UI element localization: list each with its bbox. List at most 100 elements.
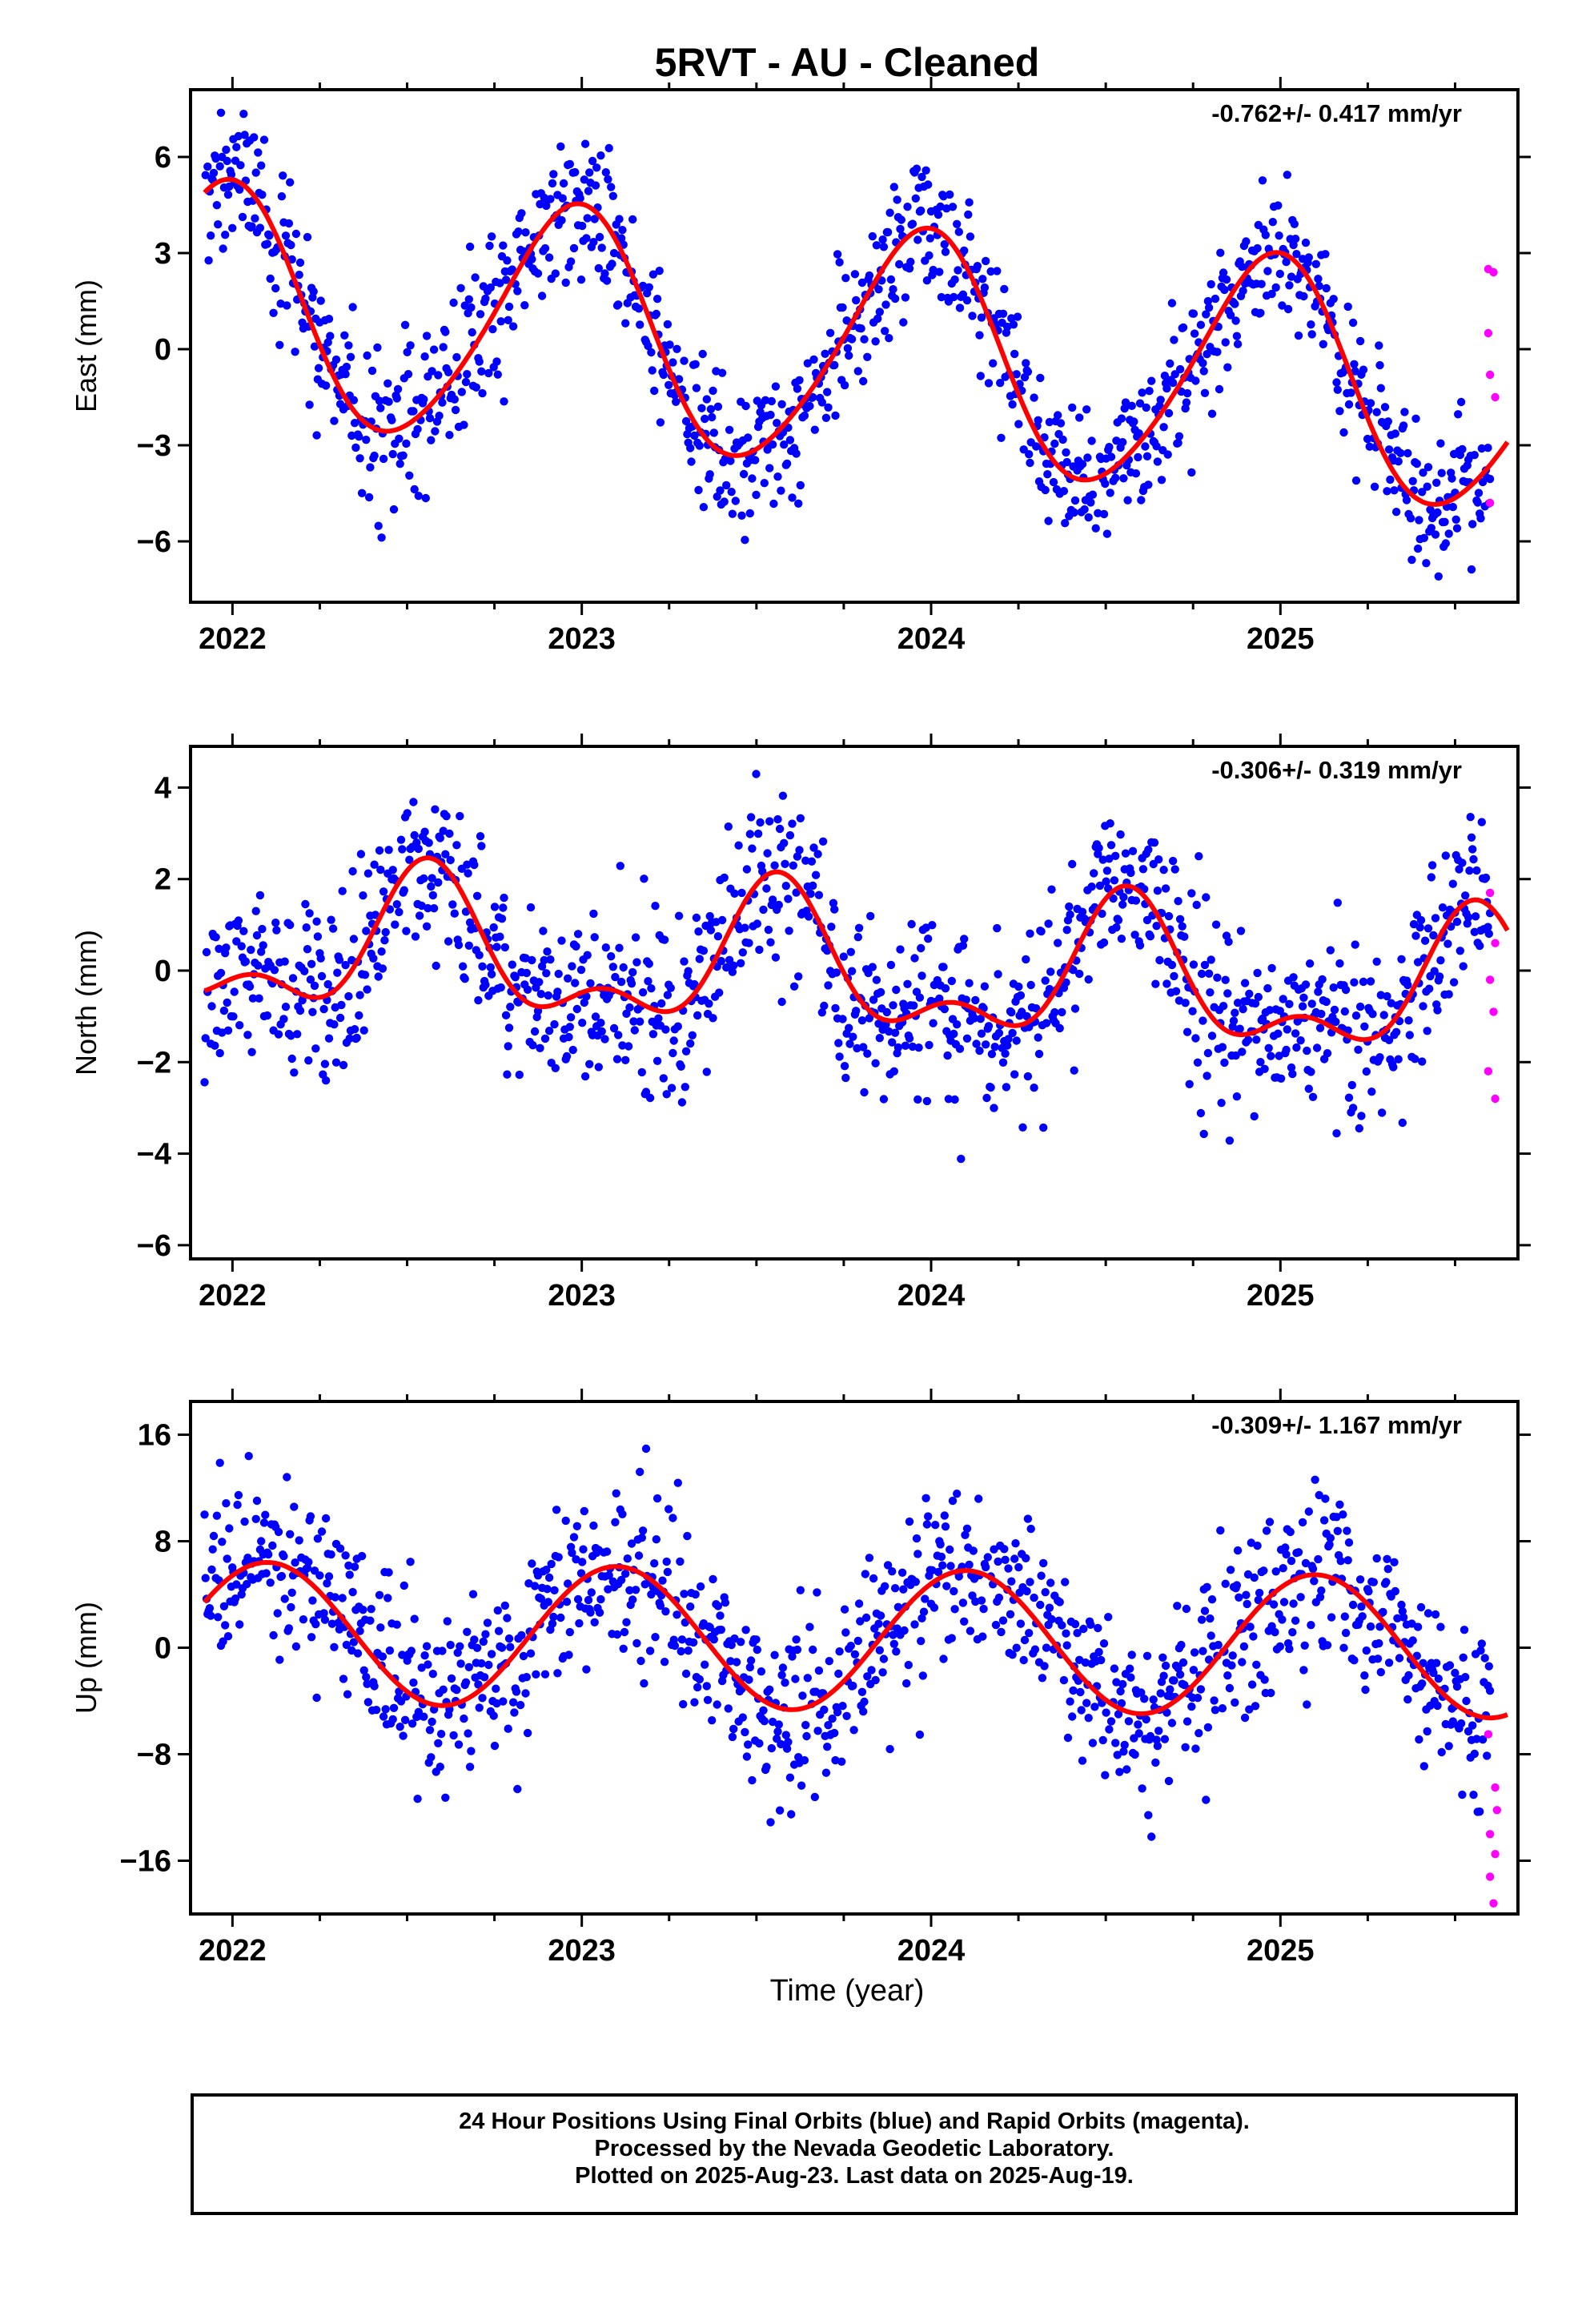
final-point bbox=[582, 1665, 591, 1674]
final-point bbox=[1118, 438, 1127, 447]
final-point bbox=[854, 923, 864, 933]
final-point bbox=[355, 1626, 364, 1635]
final-point bbox=[1022, 359, 1030, 368]
final-point bbox=[486, 963, 495, 972]
final-point bbox=[403, 809, 412, 818]
final-point bbox=[468, 1590, 478, 1598]
final-point bbox=[879, 243, 889, 251]
final-point bbox=[912, 1534, 921, 1543]
final-point bbox=[579, 1545, 588, 1554]
final-point bbox=[762, 1763, 771, 1771]
final-point bbox=[941, 984, 950, 993]
final-point bbox=[1335, 407, 1344, 416]
final-point bbox=[553, 987, 562, 996]
final-point bbox=[781, 1679, 789, 1687]
y-axis-label: East (mm) bbox=[70, 279, 102, 412]
final-point bbox=[616, 234, 626, 243]
final-point bbox=[1106, 818, 1114, 828]
final-point bbox=[1007, 1577, 1016, 1586]
final-point bbox=[1003, 1041, 1012, 1050]
final-point bbox=[594, 1063, 603, 1072]
final-point bbox=[1452, 917, 1462, 927]
final-point bbox=[1160, 372, 1170, 380]
final-point bbox=[1034, 416, 1042, 424]
final-point bbox=[978, 1632, 987, 1641]
final-point bbox=[476, 310, 485, 319]
final-point bbox=[852, 1007, 861, 1015]
final-point bbox=[257, 1537, 266, 1546]
final-point bbox=[1485, 474, 1495, 484]
final-point bbox=[1415, 923, 1424, 932]
final-point bbox=[441, 328, 450, 336]
final-point bbox=[785, 927, 793, 935]
final-point bbox=[1223, 363, 1232, 372]
final-point bbox=[425, 414, 435, 423]
final-point bbox=[595, 232, 604, 242]
final-point bbox=[349, 396, 359, 404]
final-point bbox=[1065, 902, 1074, 911]
final-point bbox=[705, 470, 714, 479]
final-point bbox=[1022, 955, 1030, 964]
final-point bbox=[857, 1687, 867, 1696]
final-point bbox=[1117, 1699, 1126, 1708]
final-point bbox=[1441, 851, 1451, 860]
final-point bbox=[634, 304, 644, 313]
final-point bbox=[463, 370, 472, 379]
final-point bbox=[1207, 1031, 1217, 1040]
final-point bbox=[551, 269, 560, 278]
final-point bbox=[400, 1715, 410, 1724]
final-point bbox=[1455, 865, 1464, 874]
final-point bbox=[871, 1675, 880, 1685]
final-point bbox=[1097, 1655, 1106, 1665]
final-point bbox=[1304, 1507, 1314, 1516]
final-point bbox=[869, 1574, 878, 1583]
final-point bbox=[835, 258, 844, 267]
final-point bbox=[746, 1656, 756, 1665]
final-point bbox=[1110, 1664, 1119, 1673]
final-point bbox=[868, 963, 877, 971]
final-point bbox=[209, 168, 219, 178]
final-point bbox=[564, 1579, 572, 1588]
final-point bbox=[618, 1510, 627, 1519]
final-point bbox=[321, 381, 331, 390]
final-point bbox=[546, 195, 555, 203]
final-point bbox=[800, 1755, 809, 1765]
rapid-point bbox=[1489, 1899, 1498, 1908]
final-point bbox=[1423, 463, 1433, 472]
final-point bbox=[1375, 1622, 1384, 1631]
final-point bbox=[235, 1021, 244, 1030]
final-point bbox=[713, 1700, 721, 1709]
final-point bbox=[1307, 1621, 1315, 1630]
final-point bbox=[798, 1691, 807, 1700]
final-point bbox=[757, 1667, 766, 1676]
final-point bbox=[315, 1571, 324, 1580]
final-point bbox=[1459, 1653, 1468, 1662]
final-point bbox=[681, 1083, 689, 1092]
final-point bbox=[755, 1739, 764, 1748]
final-point bbox=[936, 1540, 945, 1549]
final-point bbox=[742, 865, 752, 874]
final-point bbox=[1436, 439, 1445, 448]
final-point bbox=[674, 911, 684, 920]
final-point bbox=[797, 1781, 806, 1790]
final-point bbox=[379, 454, 388, 464]
final-point bbox=[893, 1043, 903, 1052]
final-point bbox=[429, 904, 439, 913]
final-point bbox=[499, 903, 508, 912]
final-point bbox=[1022, 1011, 1031, 1021]
final-point bbox=[809, 392, 817, 402]
final-point bbox=[259, 135, 269, 144]
final-point bbox=[422, 1642, 432, 1651]
final-point bbox=[745, 1663, 754, 1672]
final-point bbox=[1144, 480, 1153, 489]
final-point bbox=[1105, 854, 1114, 863]
final-point bbox=[420, 1712, 428, 1721]
final-point bbox=[1452, 515, 1460, 524]
final-point bbox=[737, 1638, 745, 1647]
final-point bbox=[886, 275, 896, 284]
final-point bbox=[1476, 514, 1485, 523]
final-point bbox=[612, 1630, 622, 1639]
final-point bbox=[905, 1034, 914, 1043]
final-point bbox=[809, 1645, 817, 1655]
final-point bbox=[616, 977, 626, 987]
